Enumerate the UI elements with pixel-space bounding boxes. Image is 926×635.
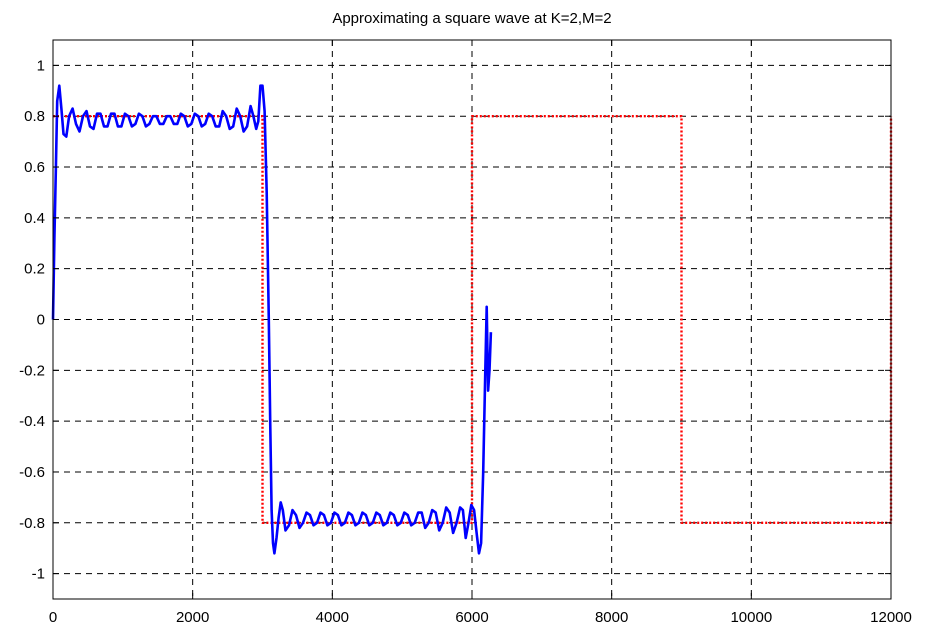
x-tick-label: 8000 bbox=[595, 609, 628, 626]
y-tick-label: -0.6 bbox=[19, 464, 45, 481]
x-tick-label: 12000 bbox=[870, 609, 912, 626]
y-tick-label: -0.2 bbox=[19, 362, 45, 379]
y-tick-label: -0.8 bbox=[19, 515, 45, 532]
x-tick-label: 6000 bbox=[455, 609, 488, 626]
y-tick-label: 0 bbox=[37, 312, 45, 329]
x-tick-label: 0 bbox=[49, 609, 57, 626]
y-tick-label: 0.8 bbox=[24, 108, 45, 125]
x-tick-label: 4000 bbox=[316, 609, 349, 626]
y-tick-label: 0.2 bbox=[24, 261, 45, 278]
x-tick-label: 10000 bbox=[730, 609, 772, 626]
approximation-series-line bbox=[51, 84, 493, 555]
y-tick-label: 1 bbox=[37, 57, 45, 74]
y-tick-label: 0.6 bbox=[24, 159, 45, 176]
square-wave-series-line bbox=[53, 114, 893, 524]
plot-series bbox=[51, 84, 893, 555]
y-tick-label: -1 bbox=[32, 566, 45, 583]
y-tick-label: -0.4 bbox=[19, 413, 45, 430]
chart-title: Approximating a square wave at K=2,M=2 bbox=[332, 10, 611, 27]
x-tick-label: 2000 bbox=[176, 609, 209, 626]
axis-ticks: 0 2000 4000 6000 8000 10000 12000 1 0.8 0.6 0.4 0.2… bbox=[19, 40, 912, 626]
y-tick-label: 0.4 bbox=[24, 210, 45, 227]
